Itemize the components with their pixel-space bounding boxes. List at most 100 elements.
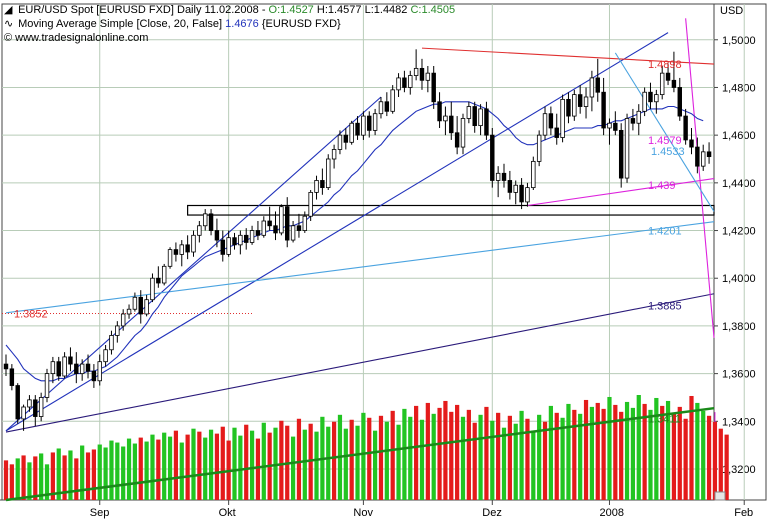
steep-decline-line — [685, 18, 715, 338]
volume-bar — [115, 442, 120, 500]
candle-body — [56, 361, 61, 377]
candle-body — [191, 234, 196, 253]
candle-body — [648, 91, 653, 103]
volume-bar — [683, 418, 688, 500]
candle-body — [525, 187, 530, 203]
volume-bar — [326, 426, 331, 500]
candle-body — [156, 277, 161, 284]
candle-body — [408, 75, 413, 88]
candle-body — [273, 225, 278, 234]
candle-body — [290, 225, 296, 241]
volume-bar — [220, 426, 225, 500]
indicator-value: 1.4676 — [225, 18, 259, 30]
volume-bar — [39, 453, 44, 500]
candle-body — [161, 265, 167, 284]
candle-body — [566, 98, 571, 117]
volume-bar — [560, 417, 565, 500]
candle-body — [44, 373, 50, 398]
candle-body — [15, 385, 20, 420]
volume-bar — [144, 441, 149, 500]
volume-bar — [80, 445, 85, 500]
volume-trend-line — [5, 406, 715, 502]
y-tick-label: 1,4000 — [722, 273, 756, 285]
y-tick-label: 1,3800 — [722, 321, 756, 333]
candle-body — [337, 134, 343, 150]
moving-average-line — [5, 101, 704, 382]
candle-body — [150, 277, 155, 301]
candle-body — [238, 234, 243, 246]
volume-bar — [378, 415, 384, 500]
candle-body — [478, 108, 483, 127]
volume-bar — [331, 421, 337, 500]
plot-area — [1, 3, 715, 501]
candle-body — [677, 87, 682, 117]
volume-bar — [613, 404, 618, 500]
volume-bar — [712, 421, 718, 500]
volume-bar — [525, 418, 530, 500]
candle-body — [21, 406, 26, 420]
volume-bar — [501, 427, 507, 500]
open-value: O:1.4527 — [268, 4, 314, 16]
candle-body — [636, 110, 641, 124]
candle-body — [490, 134, 495, 181]
volume-bar — [290, 436, 296, 500]
candle-body — [97, 361, 102, 382]
candle-body — [68, 356, 73, 365]
candle-body — [689, 139, 694, 148]
candle-body — [62, 356, 67, 377]
candle-body — [220, 239, 225, 255]
volume-bar — [548, 405, 553, 500]
low-value: L:1.4482 — [364, 4, 408, 16]
volume-bar — [74, 458, 79, 500]
volume-bar — [566, 403, 571, 500]
volume-bar — [68, 450, 73, 500]
candle-body — [560, 98, 565, 138]
candle-body — [507, 180, 513, 193]
period-label: Daily — [177, 4, 202, 16]
volume-bar — [554, 412, 559, 500]
candle-body — [378, 101, 384, 115]
candle-body — [460, 118, 466, 148]
y-tick-label: 1,4800 — [722, 82, 756, 94]
candle-body — [302, 215, 308, 231]
volume-bar — [97, 444, 102, 500]
candle-body — [665, 72, 671, 81]
candle-body — [501, 172, 507, 181]
volume-bar — [50, 452, 55, 500]
volume-bar — [162, 432, 167, 500]
y-tick-label: 1,3600 — [722, 369, 756, 381]
volume-bar — [109, 440, 114, 500]
candle-body — [495, 172, 501, 181]
candle-body — [226, 237, 231, 255]
price-label: 1.4533 — [651, 146, 685, 158]
volume-bar — [296, 418, 302, 500]
volume-bar — [396, 424, 401, 500]
candle-body — [618, 129, 624, 179]
candle-body — [372, 113, 378, 131]
volume-bar — [373, 430, 378, 500]
copyright-text: © www.tradesignalonline.com — [4, 32, 149, 44]
candle-body — [50, 361, 56, 375]
volume-bar — [636, 395, 641, 500]
candle-body — [695, 146, 700, 167]
candle-body — [513, 184, 518, 193]
y-tick-label: 1,5000 — [722, 35, 756, 47]
x-tick-label: Okt — [219, 507, 236, 519]
candle-body — [173, 249, 179, 255]
candle-body — [349, 122, 354, 143]
candle-body — [654, 94, 659, 103]
volume-bar — [695, 402, 700, 500]
candle-body — [308, 191, 313, 217]
candle-body — [466, 106, 472, 119]
price-label: 1.439 — [648, 180, 676, 192]
volume-bar — [607, 396, 612, 500]
volume-bar — [443, 400, 448, 500]
candle-body — [519, 184, 524, 203]
candle-body — [454, 132, 460, 148]
volume-bar — [648, 409, 653, 500]
candle-body — [197, 225, 202, 236]
volume-bar — [33, 456, 38, 500]
volume-bar — [595, 402, 600, 500]
